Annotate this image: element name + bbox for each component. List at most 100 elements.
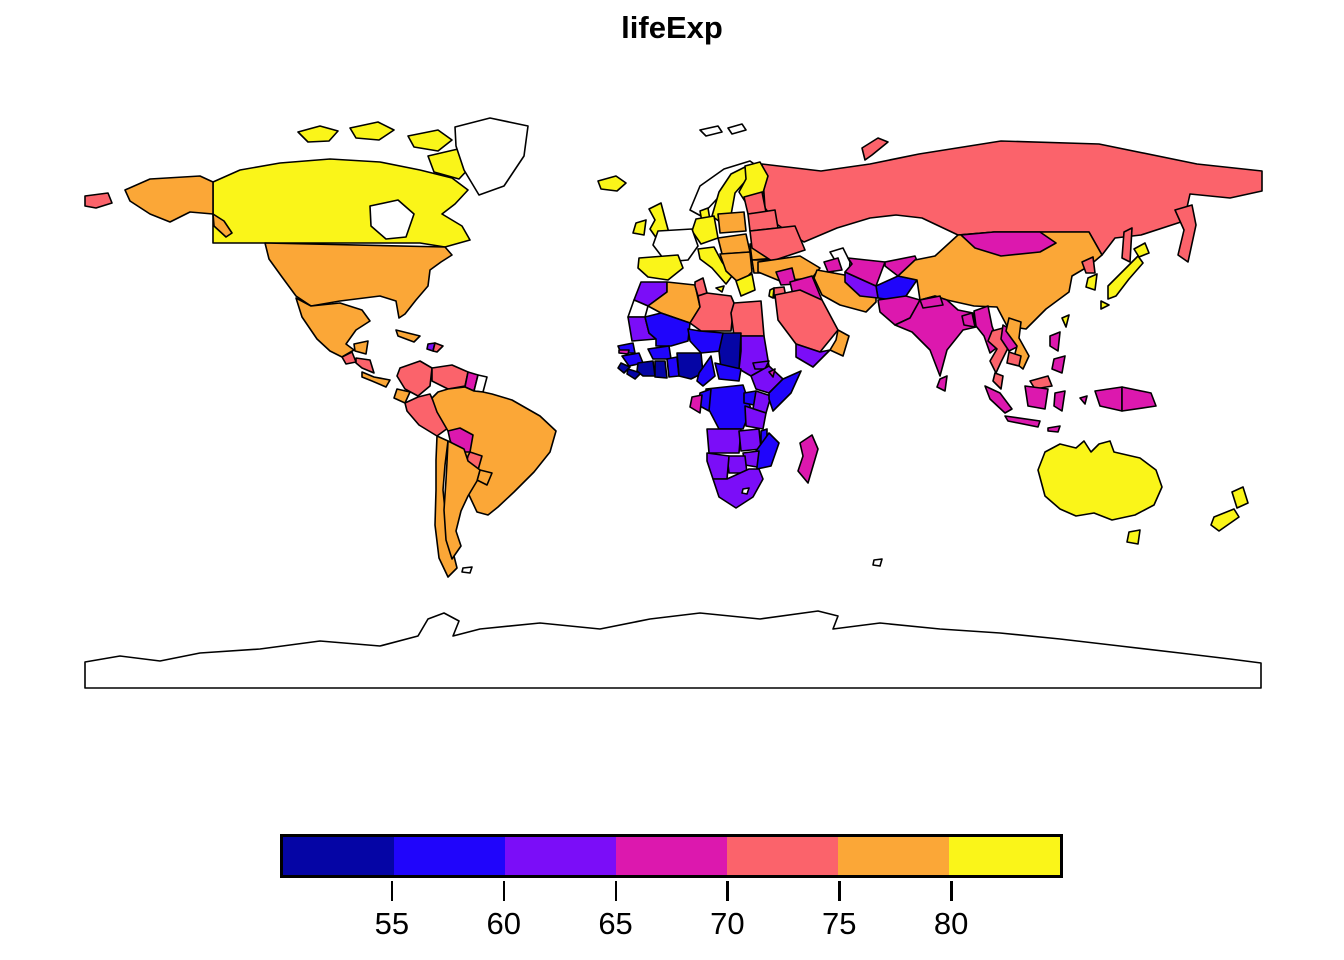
country-burkina — [647, 345, 672, 360]
country-arctic3 — [407, 129, 453, 152]
legend-tick — [390, 881, 394, 901]
country-angola — [706, 428, 742, 454]
country-saudi — [774, 289, 839, 353]
legend-band-80-85 — [949, 837, 1060, 875]
plot-title: lifeExp — [621, 10, 723, 45]
country-java — [1004, 415, 1041, 428]
legend-band-75-80 — [838, 837, 949, 875]
country-sri-lanka — [936, 375, 948, 392]
country-australia — [1037, 440, 1163, 521]
country-mali — [644, 312, 691, 347]
country-gambia — [618, 349, 630, 355]
legend-tick — [726, 881, 729, 901]
country-italy — [697, 246, 733, 293]
country-ivory-coast — [636, 360, 656, 377]
country-philippines — [1049, 331, 1066, 374]
legend-tick-label: 80 — [933, 906, 969, 941]
country-ukraine — [749, 225, 806, 262]
country-gabon — [689, 394, 703, 414]
country-nepal — [919, 295, 944, 309]
country-mexico — [295, 297, 371, 358]
country-azerbaijan — [823, 257, 843, 273]
country-malaysia — [992, 372, 1004, 390]
country-nigeria — [676, 352, 704, 380]
country-niger — [687, 328, 724, 354]
country-svalbard — [699, 123, 747, 137]
legend-band-70-75 — [727, 837, 838, 875]
country-usa — [264, 242, 453, 319]
country-sierra-leone — [617, 362, 631, 374]
legend-band-55-60 — [394, 837, 505, 875]
legend-band-50-55 — [283, 837, 394, 875]
country-canada — [212, 158, 471, 248]
country-greece — [735, 273, 756, 297]
country-south-korea — [1085, 273, 1098, 291]
country-new-guinea-west — [1094, 386, 1123, 412]
country-colombia — [396, 360, 433, 397]
country-djibouti — [768, 368, 776, 378]
country-greenland — [454, 117, 529, 196]
country-cameroon — [696, 355, 716, 387]
country-honduras-nicaragua — [355, 357, 375, 374]
country-sumatra — [984, 385, 1013, 414]
legend-band-60-65 — [505, 837, 616, 875]
country-costa-panama — [361, 371, 391, 388]
country-hudson-bay — [369, 199, 415, 240]
country-moluccas — [1079, 395, 1088, 405]
country-nz-north — [1231, 486, 1249, 509]
legend-color-bar — [280, 834, 1063, 878]
legend-tick — [614, 881, 618, 901]
country-png — [1121, 386, 1157, 412]
country-north-korea — [1081, 256, 1096, 274]
legend-tick-label: 55 — [374, 906, 410, 941]
country-arctic2 — [349, 121, 395, 141]
country-namibia — [706, 452, 730, 480]
country-venezuela — [431, 364, 469, 390]
country-ecuador — [393, 388, 411, 404]
country-borneo — [1024, 385, 1049, 410]
country-sulawesi — [1053, 390, 1066, 412]
country-arctic1 — [297, 125, 339, 143]
country-spain — [637, 254, 684, 281]
legend-tick-label: 75 — [822, 906, 857, 941]
legend-tick — [838, 881, 841, 901]
country-argentina — [443, 440, 481, 560]
country-madagascar — [797, 434, 819, 484]
legend-tick — [950, 881, 953, 901]
country-lesser-sunda — [1047, 425, 1061, 433]
country-lesotho — [741, 487, 750, 495]
country-falklands — [461, 566, 473, 574]
country-kamchatka — [1174, 204, 1197, 263]
country-antarctica — [84, 610, 1262, 689]
country-sakhalin — [1121, 227, 1133, 263]
country-russia — [761, 140, 1263, 256]
legend-tick-label: 65 — [598, 906, 633, 941]
country-iceland — [597, 175, 627, 192]
country-central-europe — [717, 233, 751, 255]
country-somalia — [768, 370, 802, 412]
country-novaya-zemlya — [861, 137, 889, 161]
legend-tick-label: 70 — [710, 906, 745, 941]
country-chile — [434, 435, 458, 578]
country-south-africa — [712, 468, 764, 509]
country-france — [652, 228, 699, 263]
country-oman — [829, 329, 850, 357]
country-dominican — [432, 342, 444, 353]
country-chukotka — [84, 192, 113, 209]
legend-tick-label: 60 — [486, 906, 521, 941]
country-tasmania — [1126, 529, 1141, 545]
legend-tick — [502, 881, 506, 901]
country-afghanistan — [875, 275, 918, 301]
country-baltics — [743, 191, 767, 215]
country-cuba — [395, 329, 421, 343]
country-bangladesh — [961, 312, 976, 328]
country-car — [714, 362, 742, 382]
country-uzbekistan — [844, 257, 886, 287]
legend-band-65-70 — [616, 837, 727, 875]
country-ghana — [654, 360, 668, 379]
country-tanzania — [744, 405, 767, 430]
country-egypt — [730, 300, 765, 337]
country-japan — [1100, 242, 1150, 310]
